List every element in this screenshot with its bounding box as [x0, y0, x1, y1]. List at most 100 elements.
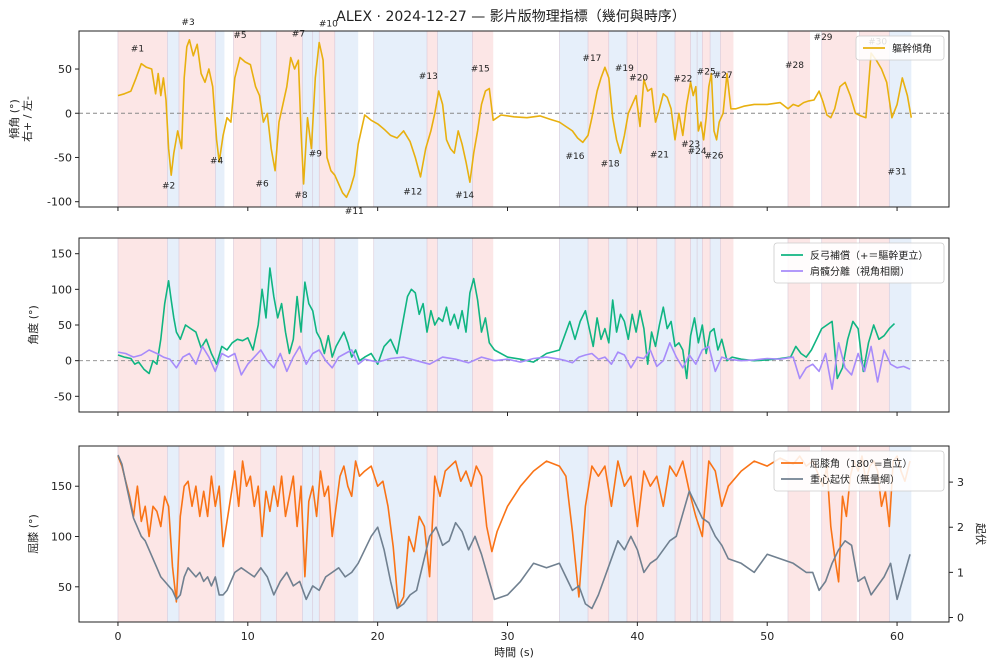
x-tick-label: 50 [760, 630, 774, 643]
segment-label: #16 [566, 152, 585, 162]
segment-label: #21 [650, 150, 669, 160]
segment-band-15 [472, 31, 494, 207]
y-tick-label: 0 [65, 355, 72, 368]
segment-band-24 [697, 238, 703, 412]
segment-label: #12 [403, 188, 422, 198]
x-tick-label: 60 [890, 630, 904, 643]
y-tick-label: 100 [51, 283, 72, 296]
y-tick-label: 100 [51, 531, 72, 544]
legend-label-1: 屈膝角（180°=直立） [810, 457, 912, 470]
segment-band-4 [215, 31, 225, 207]
segment-band-23 [690, 238, 698, 412]
segment-band-6 [260, 238, 277, 412]
segment-label: #2 [162, 181, 175, 191]
segment-band-12 [373, 238, 427, 412]
x-tick-label: 0 [114, 630, 121, 643]
y-right-tick-label: 3 [957, 476, 964, 489]
legend-box [855, 35, 945, 61]
segment-band-14 [437, 31, 473, 207]
y-tick-label: 150 [51, 480, 72, 493]
segment-band-20 [637, 238, 657, 412]
y-tick-label: 50 [58, 63, 72, 76]
segment-band-7 [276, 238, 303, 412]
segment-band-25 [702, 446, 711, 622]
segment-label: #13 [419, 72, 438, 82]
segment-band-29 [821, 31, 857, 207]
series-line-1 [117, 38, 913, 199]
segment-label: #5 [233, 31, 246, 41]
y-right-tick-label: 0 [957, 611, 964, 624]
segment-band-16 [559, 31, 589, 207]
segment-label: #10 [319, 20, 338, 30]
legend-box [773, 242, 945, 284]
segment-band-4 [215, 238, 225, 412]
segment-band-28 [787, 31, 811, 207]
segment-band-19 [626, 31, 638, 207]
segment-band-11 [334, 238, 359, 412]
panel-2: -50 0 50 100 150 角度 (°) 反弓補償（+＝驅幹更立） 肩髖分離（視角相關） [26, 237, 950, 416]
segment-band-2 [167, 238, 179, 412]
segment-band-17 [588, 31, 609, 207]
segment-band-25 [702, 238, 711, 412]
legend: 屈膝角（180°=直立） 重心起伏（無量綱） [773, 450, 945, 492]
segment-band-31 [889, 31, 912, 207]
segment-band-3 [178, 31, 216, 207]
segment-band-24 [697, 31, 703, 207]
series-group [117, 267, 911, 391]
segment-band-16 [559, 238, 589, 412]
segment-label: #4 [210, 157, 224, 167]
y-right-tick-label: 1 [957, 566, 964, 579]
y-axis-label: 傾角 (°) [7, 99, 21, 139]
segment-band-19 [626, 238, 638, 412]
series-line-2 [117, 341, 911, 391]
y-tick-label: 50 [58, 319, 72, 332]
segment-band-3 [178, 238, 216, 412]
x-axis-label: 時間 (s) [494, 646, 534, 659]
segment-band-20 [637, 31, 657, 207]
segment-band-4 [215, 446, 225, 622]
segment-label: #28 [785, 61, 804, 71]
segment-band-20 [637, 446, 657, 622]
y-right-tick-label: 2 [957, 521, 964, 534]
panel-frame [78, 30, 950, 208]
series-group [117, 38, 913, 199]
segment-band-22 [675, 446, 691, 622]
segment-band-5 [233, 238, 261, 412]
legend-label-2: 肩髖分離（視角相關） [810, 265, 910, 278]
y-axis-sublabel: 右+ / 左- [20, 96, 34, 142]
segment-band-13 [427, 238, 438, 412]
segment-label: #17 [582, 54, 601, 64]
segment-label: #3 [181, 18, 194, 28]
segment-band-19 [626, 446, 638, 622]
segment-band-23 [690, 446, 698, 622]
segment-label: #19 [615, 64, 634, 74]
segment-band-12 [373, 446, 427, 622]
legend: 軀幹傾角 [855, 35, 945, 61]
panels: #1 #2 #3 #4 #5 #6 #7 #8 #9 #10 #11 #12 #13 #14 #15 #16 #… [7, 18, 988, 643]
segment-band-21 [656, 31, 676, 207]
segment-band-5 [233, 31, 261, 207]
segment-band-1 [117, 31, 168, 207]
segment-band-10 [319, 238, 335, 412]
segment-label: #14 [455, 191, 474, 201]
y-right-axis-label: 起伏 [974, 523, 988, 545]
segment-band-21 [656, 446, 676, 622]
segment-label: #9 [309, 150, 323, 160]
segment-band-3 [178, 446, 216, 622]
segment-label: #29 [814, 33, 833, 43]
panel-1: #1 #2 #3 #4 #5 #6 #7 #8 #9 #10 #11 #12 #13 #14 #15 #16 #… [7, 18, 950, 217]
segment-band-2 [167, 31, 179, 207]
legend-label-1: 反弓補償（+＝驅幹更立） [810, 249, 928, 262]
segment-label: #7 [292, 29, 305, 39]
y-tick-label: 0 [65, 107, 72, 120]
segment-label: #27 [714, 71, 733, 81]
segment-band-26 [710, 31, 721, 207]
y-tick-label: 50 [58, 581, 72, 594]
segment-label: #20 [629, 74, 648, 84]
segment-band-5 [233, 446, 261, 622]
segment-band-12 [373, 31, 427, 207]
segment-band-24 [697, 446, 703, 622]
segment-label: #22 [673, 74, 692, 84]
segment-band-1 [117, 238, 168, 412]
